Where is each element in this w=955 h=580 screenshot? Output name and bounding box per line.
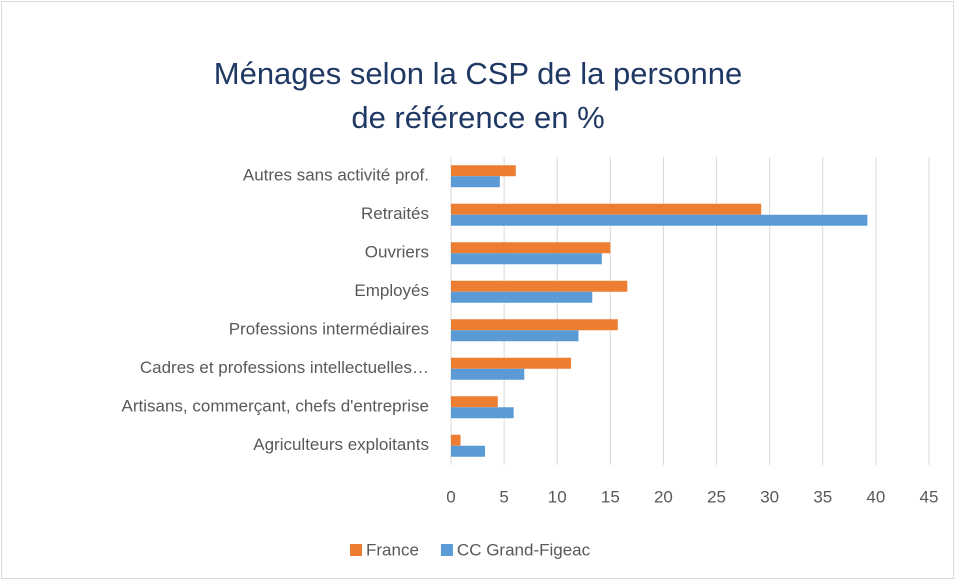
y-tick-label: Agriculteurs exploitants — [253, 435, 429, 454]
y-tick-label: Ouvriers — [365, 243, 429, 262]
bar — [451, 203, 762, 215]
x-tick-label: 20 — [654, 487, 673, 506]
y-tick-label: Cadres et professions intellectuelles… — [140, 358, 429, 377]
legend-swatch — [350, 544, 362, 556]
bar — [451, 280, 628, 292]
bar — [451, 368, 525, 380]
bar — [451, 319, 618, 331]
legend-swatch — [440, 544, 453, 556]
x-tick-label: 10 — [548, 487, 567, 506]
bar — [451, 396, 498, 408]
bar — [451, 357, 572, 369]
x-tick-label: 0 — [446, 487, 455, 506]
legend-label: France — [366, 540, 419, 559]
legend-label: CC Grand-Figeac — [457, 540, 591, 559]
x-tick-label: 35 — [813, 487, 832, 506]
bar — [451, 434, 461, 446]
chart-title: de référence en % — [351, 100, 604, 135]
bar — [451, 214, 868, 226]
x-tick-label: 15 — [601, 487, 620, 506]
x-tick-label: 30 — [760, 487, 779, 506]
bar — [451, 242, 611, 254]
bar — [451, 407, 514, 419]
y-tick-label: Autres sans activité prof. — [243, 166, 429, 185]
x-tick-label: 5 — [499, 487, 508, 506]
bar — [451, 291, 593, 303]
chart-title: Ménages selon la CSP de la personne — [214, 56, 743, 91]
bar — [451, 330, 579, 342]
y-tick-label: Artisans, commerçant, chefs d'entreprise — [122, 397, 429, 416]
y-tick-label: Professions intermédiaires — [229, 320, 429, 339]
bar — [451, 253, 602, 265]
bar — [451, 176, 500, 188]
x-tick-label: 25 — [707, 487, 726, 506]
y-tick-label: Retraités — [361, 204, 429, 223]
x-tick-label: 45 — [920, 487, 939, 506]
y-tick-label: Employés — [354, 281, 429, 300]
x-tick-label: 40 — [866, 487, 885, 506]
bar — [451, 445, 485, 457]
bar — [451, 165, 516, 177]
